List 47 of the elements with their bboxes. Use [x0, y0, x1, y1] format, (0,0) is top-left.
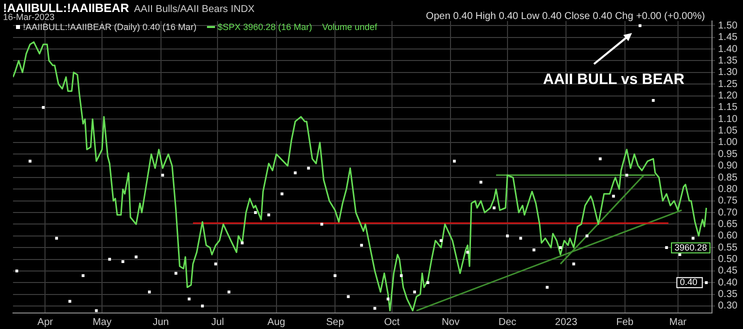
x-tick-label: Dec [498, 316, 516, 328]
x-tick-label: Aug [267, 316, 286, 328]
x-tick-label: 2023 [555, 316, 578, 328]
y-tick-label: 1.45 [718, 32, 738, 44]
y-tick-label: 0.95 [718, 148, 738, 160]
x-tick-label: Mar [669, 316, 688, 328]
y-tick-label: 0.90 [718, 160, 738, 172]
y-tick-label: 1.20 [718, 90, 738, 102]
y-tick-label: 0.65 [718, 218, 738, 230]
x-tick-label: Feb [616, 316, 634, 328]
y-tick-label: 1.00 [718, 137, 738, 148]
x-tick-label: Oct [384, 316, 400, 328]
chart-subtitle: AAII Bulls/AAII Bears INDX [134, 4, 255, 15]
y-tick-label: 1.15 [718, 102, 738, 114]
y-tick-label: 1.50 [718, 20, 738, 32]
x-tick-label: Jun [152, 316, 169, 328]
y-tick-label: 0.45 [718, 266, 738, 277]
y-tick-label: 0.80 [718, 184, 738, 195]
data-label: 0.40 [680, 277, 698, 288]
x-tick-label: May [92, 316, 112, 328]
y-tick-label: 1.05 [718, 126, 738, 137]
y-tick-label: 1.30 [718, 67, 738, 78]
y-tick-label: 0.55 [718, 242, 738, 254]
annotation: Open 0.40 High 0.40 Low 0.40 Close 0.40 Chg +0.00 (+0.00%) [426, 11, 705, 22]
y-tick-label: 1.25 [718, 78, 738, 90]
y-tick-label: 0.60 [718, 230, 738, 242]
y-tick-label: 1.40 [718, 44, 738, 55]
legend-label: $SPX 3960.28 (16 Mar) [216, 22, 312, 32]
x-tick-label: Apr [37, 316, 54, 328]
x-tick-label: Jul [211, 316, 224, 328]
annotation: AAII BULL vs BEAR [543, 71, 684, 88]
x-tick-label: Sep [326, 316, 344, 328]
x-tick-label: Nov [442, 316, 460, 328]
y-tick-label: 1.10 [718, 114, 738, 125]
y-tick-label: 0.75 [718, 196, 738, 207]
annotation: 3960.28 [674, 242, 708, 252]
chart-title: !AAIIBULL:!AAIIBEAR [3, 1, 129, 15]
annotation: 16-Mar-2023 [3, 12, 55, 22]
y-tick-label: 0.70 [718, 207, 738, 218]
annotation: Volume undef [322, 22, 378, 32]
y-tick-label: 0.40 [718, 277, 738, 288]
y-tick-label: 0.35 [718, 289, 738, 300]
legend-label: !AAIIBULL:!AAIIBEAR (Daily) 0.40 (16 Mar) [22, 22, 197, 32]
y-tick-label: 1.35 [718, 55, 738, 66]
y-tick-label: 0.30 [718, 300, 738, 312]
y-tick-label: 0.50 [718, 254, 738, 266]
y-tick-label: 0.85 [718, 172, 738, 184]
